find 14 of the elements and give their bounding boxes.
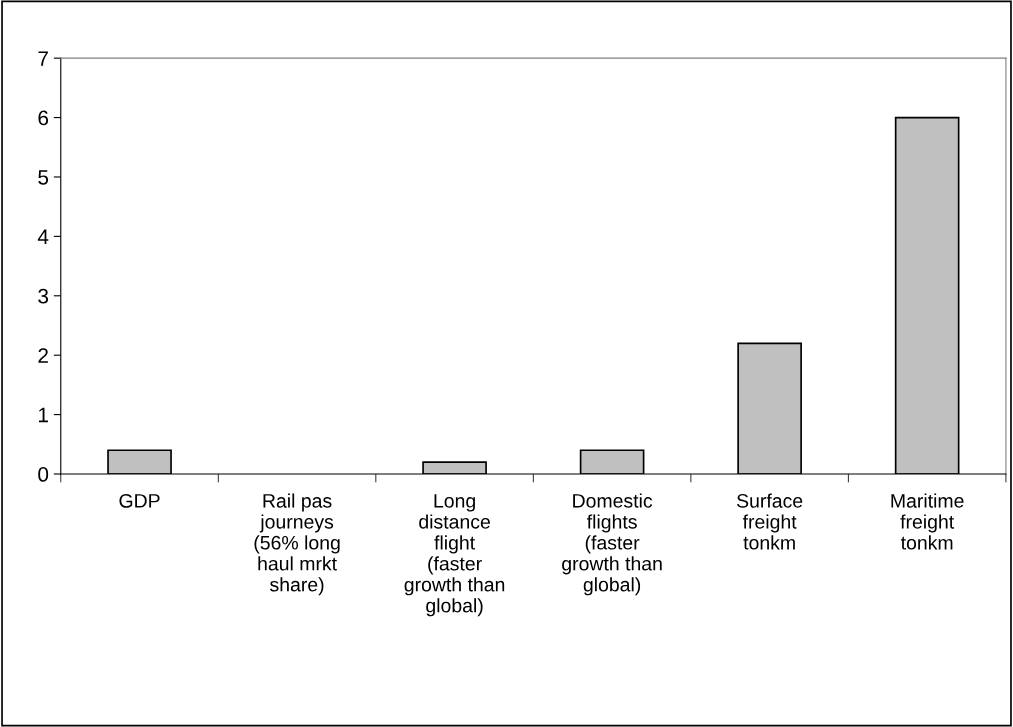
y-tick-label: 4 bbox=[37, 229, 49, 244]
x-tick-label: Long distance flight (faster growth than global) bbox=[404, 494, 505, 617]
y-tick-label: 5 bbox=[38, 170, 49, 185]
x-tick-label: Maritime freight tonkm bbox=[891, 493, 964, 550]
y-tick-label: 7 bbox=[38, 51, 48, 66]
x-tick-label: GDP bbox=[119, 493, 160, 508]
y-tick-label: 2 bbox=[38, 348, 48, 363]
x-tick-label: Surface freight tonkm bbox=[737, 493, 803, 550]
x-tick-label: Rail pas journeys (56% long haul mrkt share) bbox=[254, 493, 340, 596]
y-tick-label: 1 bbox=[38, 407, 48, 423]
x-tick-label: Domestic flights (faster growth than global) bbox=[562, 493, 662, 596]
y-tick-label: 3 bbox=[38, 288, 49, 304]
y-tick-label: 0 bbox=[38, 467, 49, 482]
y-tick-label: 6 bbox=[38, 110, 49, 126]
